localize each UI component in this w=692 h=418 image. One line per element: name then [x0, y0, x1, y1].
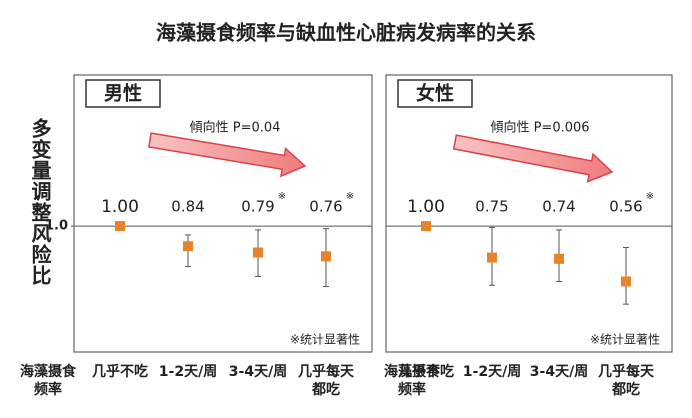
annotation: 傾向性 P=0.04 [190, 120, 281, 136]
panel-frame [385, 74, 673, 353]
note: ※统计显著性 [590, 333, 660, 347]
annotation: 傾向性 P=0.006 [490, 120, 589, 136]
value-label: 0.76 [309, 198, 342, 216]
point [253, 247, 263, 258]
x-tick-label: 3-4天/周 [529, 364, 589, 380]
x-tick-label: 1-2天/周 [462, 364, 522, 380]
panel-title: 女性 [416, 82, 454, 105]
point [487, 252, 497, 263]
panel-title: 男性 [104, 82, 142, 105]
y-tick-label: 1.0 [45, 219, 68, 234]
point [183, 241, 193, 252]
x-tick-label: 几乎不吃 [398, 364, 454, 380]
x-axis-label: 海藻摄食频率 [20, 364, 76, 398]
point [321, 251, 331, 262]
value-label: 0.74 [542, 198, 575, 216]
chart-title: 海藻摄食频率与缺血性心脏病发病率的关系 [156, 21, 536, 45]
x-tick-label: 几乎不吃 [92, 364, 148, 380]
value-label: 0.56 [609, 198, 642, 216]
point [621, 276, 631, 287]
trend-arrow [147, 132, 307, 178]
panel-frame [73, 74, 373, 353]
trend-arrow [452, 134, 614, 183]
sig-mark: ※ [646, 191, 654, 202]
panel-title-box [85, 79, 161, 108]
x-axis-label: 海藻摄食频率 [384, 364, 440, 398]
value-label: 0.75 [475, 198, 508, 216]
point [421, 221, 431, 232]
note: ※统计显著性 [290, 333, 360, 347]
sig-mark: ※ [346, 191, 354, 202]
value-label: 0.79 [241, 198, 274, 216]
y-axis-label: 多变量调整风险比 [28, 118, 52, 286]
x-tick-label: 3-4天/周 [228, 364, 288, 380]
x-tick-label: 1-2天/周 [158, 364, 218, 380]
point [115, 221, 125, 232]
x-tick-label: 几乎每天都吃 [598, 364, 654, 398]
sig-mark: ※ [278, 191, 286, 202]
point [554, 253, 564, 264]
value-label: 0.84 [171, 198, 204, 216]
value-label: 1.00 [101, 197, 139, 217]
panel-title-box [397, 79, 473, 108]
value-label: 1.00 [407, 197, 445, 217]
x-tick-label: 几乎每天都吃 [298, 364, 354, 398]
